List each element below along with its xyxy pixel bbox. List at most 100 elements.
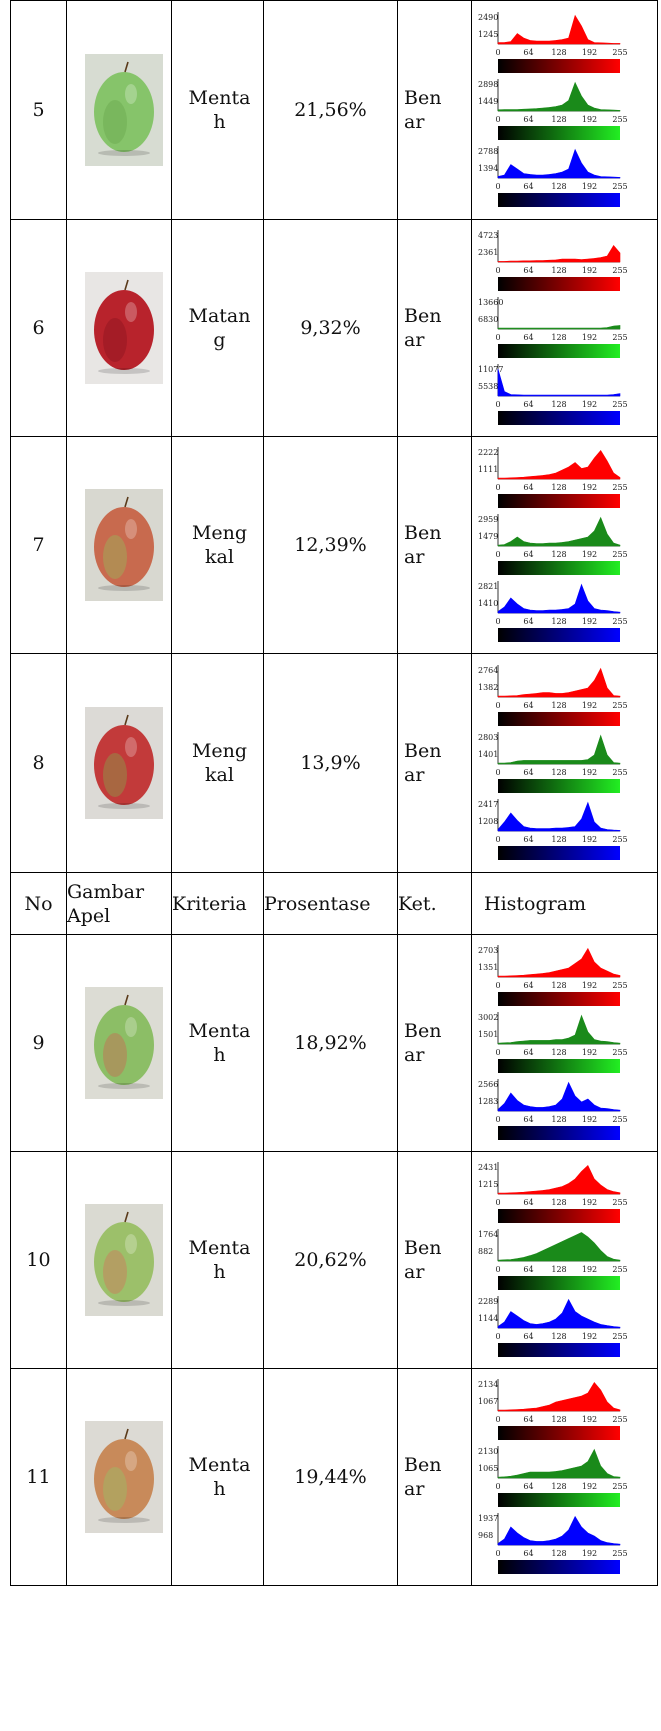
histogram-mid-label: 1394	[478, 164, 498, 173]
histogram-tick-label: 255	[612, 400, 627, 409]
histogram-mid-label: 1410	[478, 599, 498, 608]
apple-shade	[103, 1033, 127, 1077]
histogram-tick-label: 0	[495, 483, 500, 492]
histogram-tick-label: 192	[582, 483, 597, 492]
ket-line-1: Ben	[404, 305, 442, 327]
histogram-tick-label: 192	[582, 400, 597, 409]
histogram-tick-label: 0	[495, 333, 500, 342]
histogram-area	[497, 734, 621, 765]
kriteria-line-2: kal	[205, 546, 234, 568]
histogram-max-label: 3002	[478, 1013, 498, 1022]
histogram-max-label: 2788	[478, 147, 498, 156]
apple-shade	[103, 535, 127, 579]
histogram-tick-label: 255	[612, 1482, 627, 1491]
blue-channel-histogram: 2417 1208 0 64 128 192 255	[478, 799, 628, 860]
histogram-tick-label: 64	[523, 1048, 533, 1057]
rgb-histogram: 2764 1382 0 64 128 192 255 2803 1401 0 64 128 192 255…	[478, 665, 628, 860]
ket-line-1: Ben	[404, 522, 442, 544]
apple-shadow	[98, 803, 150, 809]
histogram-tick-label: 64	[523, 835, 533, 844]
kriteria-line-2: h	[213, 1261, 226, 1283]
histogram-tick-label: 255	[612, 182, 627, 191]
apple-image-cell	[66, 436, 172, 654]
green-channel-histogram: 2959 1479 0 64 128 192 255	[478, 514, 628, 575]
histogram-color-bar	[498, 1059, 620, 1073]
histogram-tick-label: 0	[495, 1482, 500, 1491]
histogram-area	[497, 1232, 621, 1262]
apple-stem	[124, 1211, 129, 1223]
apple-shadow	[98, 585, 150, 591]
apple-shadow	[98, 1300, 150, 1306]
row-number: 10	[10, 1151, 67, 1369]
rgb-histogram: 2490 1245 0 64 128 192 255 2898 1449 0 64 128 192 255…	[478, 12, 628, 207]
histogram-cell: 2764 1382 0 64 128 192 255 2803 1401 0 64 128 192 255…	[471, 653, 658, 873]
histogram-area	[497, 148, 621, 179]
histogram-cell: 2222 1111 0 64 128 192 255 2959 1479 0 64 128 192 255…	[471, 436, 658, 654]
ket-line-1: Ben	[404, 87, 442, 109]
table-row: 9 Menta h 18,92% Ben ar 2703 1351 0 64 128 192 255 30…	[10, 934, 658, 1152]
histogram-max-label: 1937	[478, 1514, 498, 1523]
kriteria-cell: Menta h	[171, 0, 264, 220]
histogram-tick-label: 0	[495, 1549, 500, 1558]
histogram-color-bar	[498, 59, 620, 73]
table-row: 8 Meng kal 13,9% Ben ar 2764 1382 0 64 128 192 255 28…	[10, 653, 658, 873]
histogram-tick-label: 192	[582, 1549, 597, 1558]
histogram-area	[497, 14, 621, 45]
kriteria-line-2: h	[213, 111, 226, 133]
ket-line-2: ar	[404, 329, 425, 351]
kriteria-cell: Matan g	[171, 219, 264, 437]
apple-body	[94, 1005, 154, 1085]
kriteria-line-2: g	[213, 329, 226, 351]
histogram-tick-label: 0	[495, 701, 500, 710]
apple-body	[94, 507, 154, 587]
ket-line-1: Ben	[404, 740, 442, 762]
kriteria-line-1: Meng	[191, 740, 248, 762]
apple-photo	[85, 489, 163, 607]
histogram-tick-label: 128	[551, 115, 566, 124]
prosentase-cell: 20,62%	[263, 1151, 398, 1369]
histogram-color-bar	[498, 277, 620, 291]
ket-cell: Ben ar	[397, 1151, 472, 1369]
histogram-tick-label: 128	[551, 1415, 566, 1424]
kriteria-line-1: Menta	[188, 1237, 251, 1259]
histogram-tick-label: 128	[551, 835, 566, 844]
apple-body	[94, 1222, 154, 1302]
kriteria-line-2: h	[213, 1044, 226, 1066]
histogram-area	[497, 81, 621, 112]
histogram-tick-label: 128	[551, 1332, 566, 1341]
histogram-color-bar	[498, 1276, 620, 1290]
histogram-tick-label: 0	[495, 835, 500, 844]
histogram-tick-label: 128	[551, 333, 566, 342]
histogram-tick-label: 192	[582, 1482, 597, 1491]
ket-line-2: ar	[404, 546, 425, 568]
apple-image-cell	[66, 1151, 172, 1369]
histogram-color-bar	[498, 1493, 620, 1507]
row-number: 9	[10, 934, 67, 1152]
histogram-tick-label: 255	[612, 115, 627, 124]
ket-cell: Ben ar	[397, 934, 472, 1152]
table-row: 11 Menta h 19,44% Ben ar 2134 1067 0 64 128 192 255 2…	[10, 1368, 658, 1586]
apple-highlight	[125, 1017, 137, 1037]
histogram-tick-label: 0	[495, 400, 500, 409]
header-kriteria: Kriteria	[171, 872, 264, 935]
histogram-tick-label: 0	[495, 550, 500, 559]
prosentase-cell: 18,92%	[263, 934, 398, 1152]
kriteria-line-1: Menta	[188, 1020, 251, 1042]
green-channel-histogram: 2898 1449 0 64 128 192 255	[478, 79, 628, 140]
histogram-max-label: 2130	[478, 1447, 498, 1456]
histogram-mid-label: 1501	[478, 1030, 498, 1039]
table-body-bottom: 9 Menta h 18,92% Ben ar 2703 1351 0 64 128 192 255 30…	[10, 934, 658, 1586]
histogram-tick-label: 255	[612, 1048, 627, 1057]
histogram-tick-label: 255	[612, 1415, 627, 1424]
apple-stem	[124, 994, 129, 1006]
histogram-tick-label: 192	[582, 1198, 597, 1207]
red-channel-histogram: 2431 1215 0 64 128 192 255	[478, 1162, 628, 1223]
header-prosentase: Prosentase	[263, 872, 398, 935]
ket-cell: Ben ar	[397, 653, 472, 873]
table-row: 5 Menta h 21,56% Ben ar 2490 1245 0 64 128 192 255 28…	[10, 0, 658, 220]
histogram-mid-label: 1401	[478, 750, 498, 759]
histogram-tick-label: 255	[612, 1198, 627, 1207]
histogram-tick-label: 128	[551, 768, 566, 777]
histogram-tick-label: 192	[582, 115, 597, 124]
table-row: 10 Menta h 20,62% Ben ar 2431 1215 0 64 128 192 255 1…	[10, 1151, 658, 1369]
